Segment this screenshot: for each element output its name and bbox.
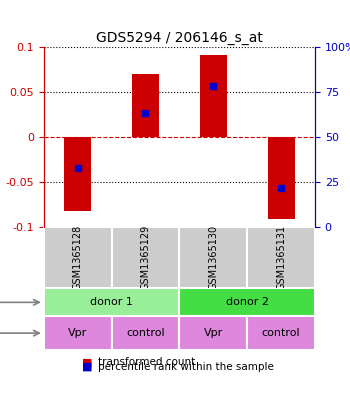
- FancyBboxPatch shape: [179, 227, 247, 288]
- FancyBboxPatch shape: [247, 227, 315, 288]
- FancyBboxPatch shape: [44, 227, 112, 288]
- Text: Vpr: Vpr: [204, 328, 223, 338]
- FancyBboxPatch shape: [44, 316, 112, 350]
- Text: GSM1365131: GSM1365131: [276, 225, 286, 290]
- Bar: [267, 137, 295, 219]
- FancyBboxPatch shape: [247, 316, 315, 350]
- Text: GSM1365130: GSM1365130: [208, 225, 218, 290]
- Text: transformed count: transformed count: [98, 358, 195, 367]
- FancyBboxPatch shape: [44, 288, 179, 316]
- Bar: [132, 74, 159, 137]
- Text: ■: ■: [82, 358, 92, 367]
- Bar: [200, 55, 227, 137]
- FancyBboxPatch shape: [112, 316, 179, 350]
- Bar: [64, 137, 91, 211]
- Text: Vpr: Vpr: [68, 328, 87, 338]
- Text: GSM1365129: GSM1365129: [140, 225, 150, 290]
- Text: donor 1: donor 1: [90, 298, 133, 307]
- Text: control: control: [126, 328, 165, 338]
- Text: donor 2: donor 2: [226, 298, 269, 307]
- Text: ■: ■: [82, 362, 92, 372]
- Text: control: control: [262, 328, 300, 338]
- FancyBboxPatch shape: [179, 288, 315, 316]
- Title: GDS5294 / 206146_s_at: GDS5294 / 206146_s_at: [96, 31, 263, 45]
- Text: percentile rank within the sample: percentile rank within the sample: [98, 362, 274, 372]
- Text: GSM1365128: GSM1365128: [73, 225, 83, 290]
- FancyBboxPatch shape: [179, 316, 247, 350]
- FancyBboxPatch shape: [112, 227, 179, 288]
